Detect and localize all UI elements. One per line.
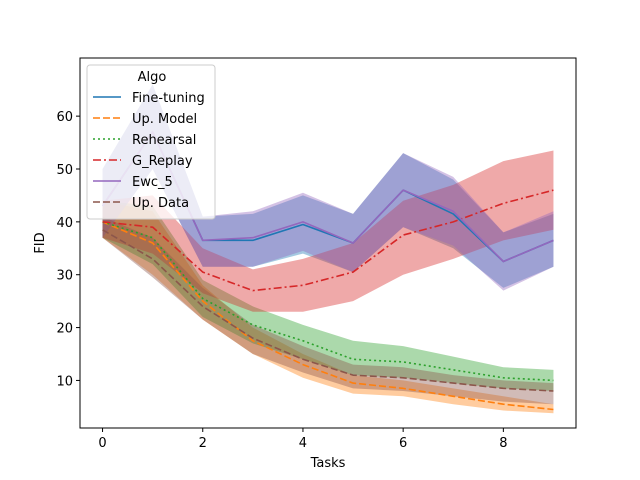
y-tick-label: 50 xyxy=(56,163,73,178)
band-up-model xyxy=(102,200,554,414)
legend-label: Up. Model xyxy=(132,112,197,127)
y-tick-label: 30 xyxy=(56,269,73,284)
legend-label: Ewc_5 xyxy=(132,175,173,190)
y-axis-ticks: 10 20 30 40 50 60 xyxy=(56,110,80,389)
legend-title: Algo xyxy=(138,70,167,85)
legend-label: Rehearsal xyxy=(132,133,196,148)
x-tick-label: 0 xyxy=(98,436,106,451)
line-rehearsal xyxy=(102,221,554,382)
line-up-model xyxy=(102,221,554,411)
legend-label: G_Replay xyxy=(132,154,193,169)
line-g-replay xyxy=(102,189,554,292)
legend-label: Fine-tuning xyxy=(132,91,205,106)
legend-items: Fine-tuning Up. Model Rehearsal G_Replay Ewc… xyxy=(93,91,205,211)
x-tick-label: 2 xyxy=(199,436,207,451)
y-axis-label: FID xyxy=(33,232,48,253)
y-tick-label: 60 xyxy=(56,110,73,125)
x-tick-label: 4 xyxy=(299,436,307,451)
y-tick-label: 40 xyxy=(56,216,73,231)
x-axis-ticks: 0 2 4 6 8 xyxy=(98,428,507,451)
legend: Algo Fine-tuning Up. Model Rehearsal G_Repl… xyxy=(86,64,216,220)
x-tick-label: 6 xyxy=(399,436,407,451)
line-up-data xyxy=(102,229,554,392)
band-fine-tuning xyxy=(102,84,554,288)
x-axis-label: Tasks xyxy=(310,456,346,471)
y-tick-label: 10 xyxy=(56,374,73,389)
band-g-replay xyxy=(102,150,554,312)
x-tick-label: 8 xyxy=(499,436,507,451)
legend-label: Up. Data xyxy=(132,196,189,211)
plot-frame xyxy=(79,57,577,429)
y-tick-label: 20 xyxy=(56,322,73,337)
